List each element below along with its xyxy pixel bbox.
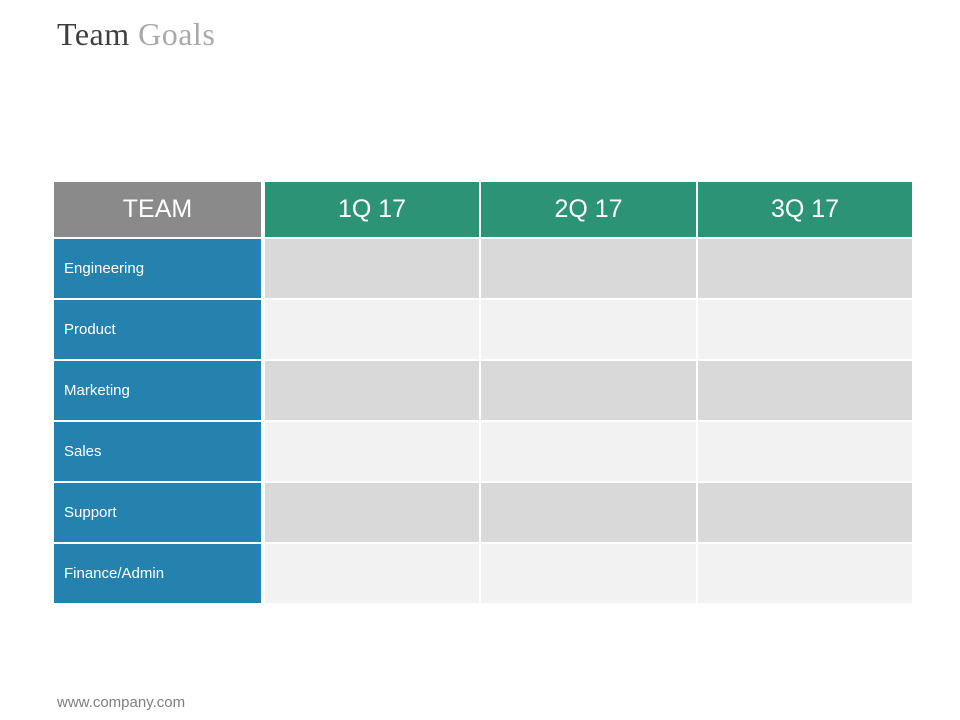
- goal-cell: [479, 237, 698, 300]
- row-label-marketing: Marketing: [52, 359, 265, 422]
- goal-cell: [696, 420, 914, 483]
- footer-url: www.company.com: [57, 694, 186, 711]
- goal-cell: [479, 420, 698, 483]
- row-label-sales: Sales: [52, 420, 265, 483]
- column-header-team: TEAM: [52, 180, 265, 239]
- goal-cell: [262, 481, 481, 544]
- row-label-support: Support: [52, 481, 265, 544]
- table-row: Marketing: [52, 359, 914, 422]
- goal-cell: [696, 298, 914, 361]
- goal-cell: [479, 359, 698, 422]
- row-label-product: Product: [52, 298, 265, 361]
- page-title-primary: Team: [57, 16, 130, 52]
- table-row: Sales: [52, 420, 914, 483]
- table-row: Product: [52, 298, 914, 361]
- goal-cell: [696, 542, 914, 605]
- goal-cell: [262, 237, 481, 300]
- column-header-3q17: 3Q 17: [696, 180, 914, 239]
- row-label-finance-admin: Finance/Admin: [52, 542, 265, 605]
- goal-cell: [262, 542, 481, 605]
- table-row: Finance/Admin: [52, 542, 914, 605]
- table-row: Support: [52, 481, 914, 544]
- page-title: Team Goals: [57, 16, 215, 53]
- table-row: Engineering: [52, 237, 914, 300]
- goal-cell: [696, 481, 914, 544]
- goal-cell: [696, 359, 914, 422]
- goal-cell: [262, 359, 481, 422]
- goal-cell: [479, 481, 698, 544]
- goal-cell: [479, 298, 698, 361]
- table-header-row: TEAM 1Q 17 2Q 17 3Q 17: [52, 180, 914, 239]
- column-header-2q17: 2Q 17: [479, 180, 698, 239]
- row-label-engineering: Engineering: [52, 237, 265, 300]
- column-header-1q17: 1Q 17: [262, 180, 481, 239]
- goal-cell: [262, 298, 481, 361]
- goal-cell: [696, 237, 914, 300]
- page-title-secondary: Goals: [138, 16, 216, 52]
- goal-cell: [262, 420, 481, 483]
- goals-table: TEAM 1Q 17 2Q 17 3Q 17 Engineering Produ…: [52, 180, 914, 605]
- goal-cell: [479, 542, 698, 605]
